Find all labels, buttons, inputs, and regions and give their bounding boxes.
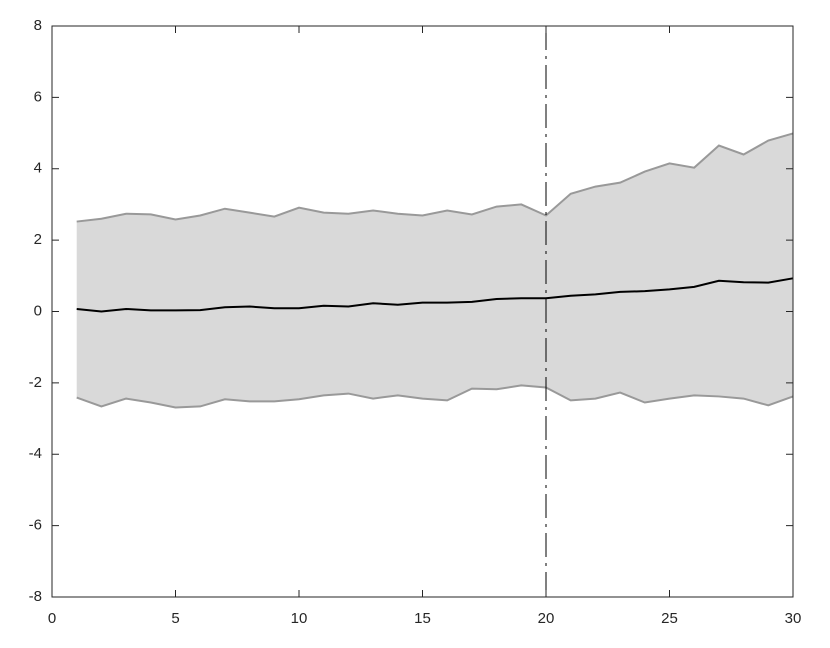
y-tick-label: 4 <box>34 160 42 177</box>
y-tick-label: 0 <box>34 302 42 319</box>
y-tick-label: 6 <box>34 88 42 105</box>
y-tick-label: -6 <box>29 517 42 534</box>
y-tick-label: -4 <box>29 445 42 462</box>
x-tick-label: 15 <box>414 610 431 627</box>
x-tick-label: 30 <box>785 610 802 627</box>
y-tick-label: -8 <box>29 588 42 605</box>
x-tick-label: 25 <box>661 610 678 627</box>
band-edge <box>76 132 794 223</box>
band-edge <box>76 384 794 409</box>
y-tick-label: -2 <box>29 374 42 391</box>
y-tick-label: 2 <box>34 231 42 248</box>
x-tick-label: 0 <box>48 610 56 627</box>
y-tick-label: 8 <box>34 17 42 34</box>
x-tick-label: 5 <box>171 610 179 627</box>
x-tick-label: 10 <box>291 610 308 627</box>
band-area <box>76 133 793 408</box>
x-tick-label: 20 <box>538 610 555 627</box>
line <box>76 277 794 313</box>
